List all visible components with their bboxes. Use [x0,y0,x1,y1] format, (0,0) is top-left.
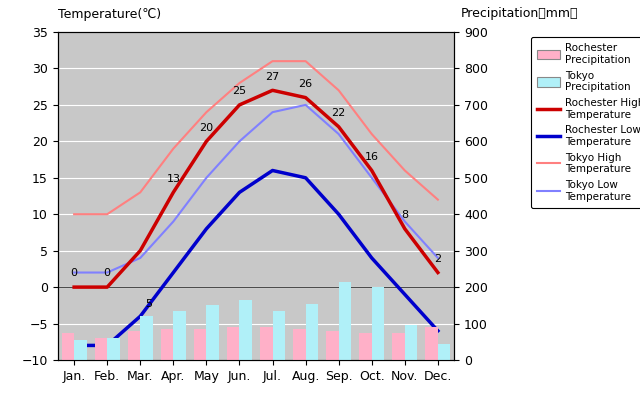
Bar [273,311,285,360]
Bar [206,305,219,360]
Bar [426,327,438,360]
Bar [359,333,372,360]
Text: 26: 26 [298,79,313,89]
Bar [306,304,318,360]
Bar [404,325,417,360]
Text: 0: 0 [70,268,77,278]
Bar [140,316,153,360]
Text: 25: 25 [232,86,246,96]
Text: 5: 5 [145,299,152,309]
Bar [173,311,186,360]
Bar [239,300,252,360]
Bar [95,338,107,360]
Bar [438,344,451,360]
Bar [227,327,239,360]
Bar [339,282,351,360]
Text: 0: 0 [104,268,111,278]
Text: Precipitation（mm）: Precipitation（mm） [461,7,579,20]
Bar [372,287,384,360]
Bar [161,329,173,360]
Text: 8: 8 [401,210,408,220]
Text: Temperature(℃): Temperature(℃) [58,8,161,21]
Text: 16: 16 [365,152,379,162]
Text: 13: 13 [166,174,180,184]
Text: 20: 20 [199,122,214,132]
Legend: Rochester
Precipitation, Tokyo
Precipitation, Rochester High
Temperature, Roches: Rochester Precipitation, Tokyo Precipita… [531,37,640,208]
Text: 27: 27 [266,72,280,82]
Bar [107,338,120,360]
Bar [61,333,74,360]
Bar [260,327,273,360]
Bar [392,333,405,360]
Bar [194,329,206,360]
Text: 2: 2 [435,254,442,264]
Bar [128,331,140,360]
Bar [293,329,305,360]
Bar [74,340,86,360]
Bar [326,331,339,360]
Text: 22: 22 [332,108,346,118]
